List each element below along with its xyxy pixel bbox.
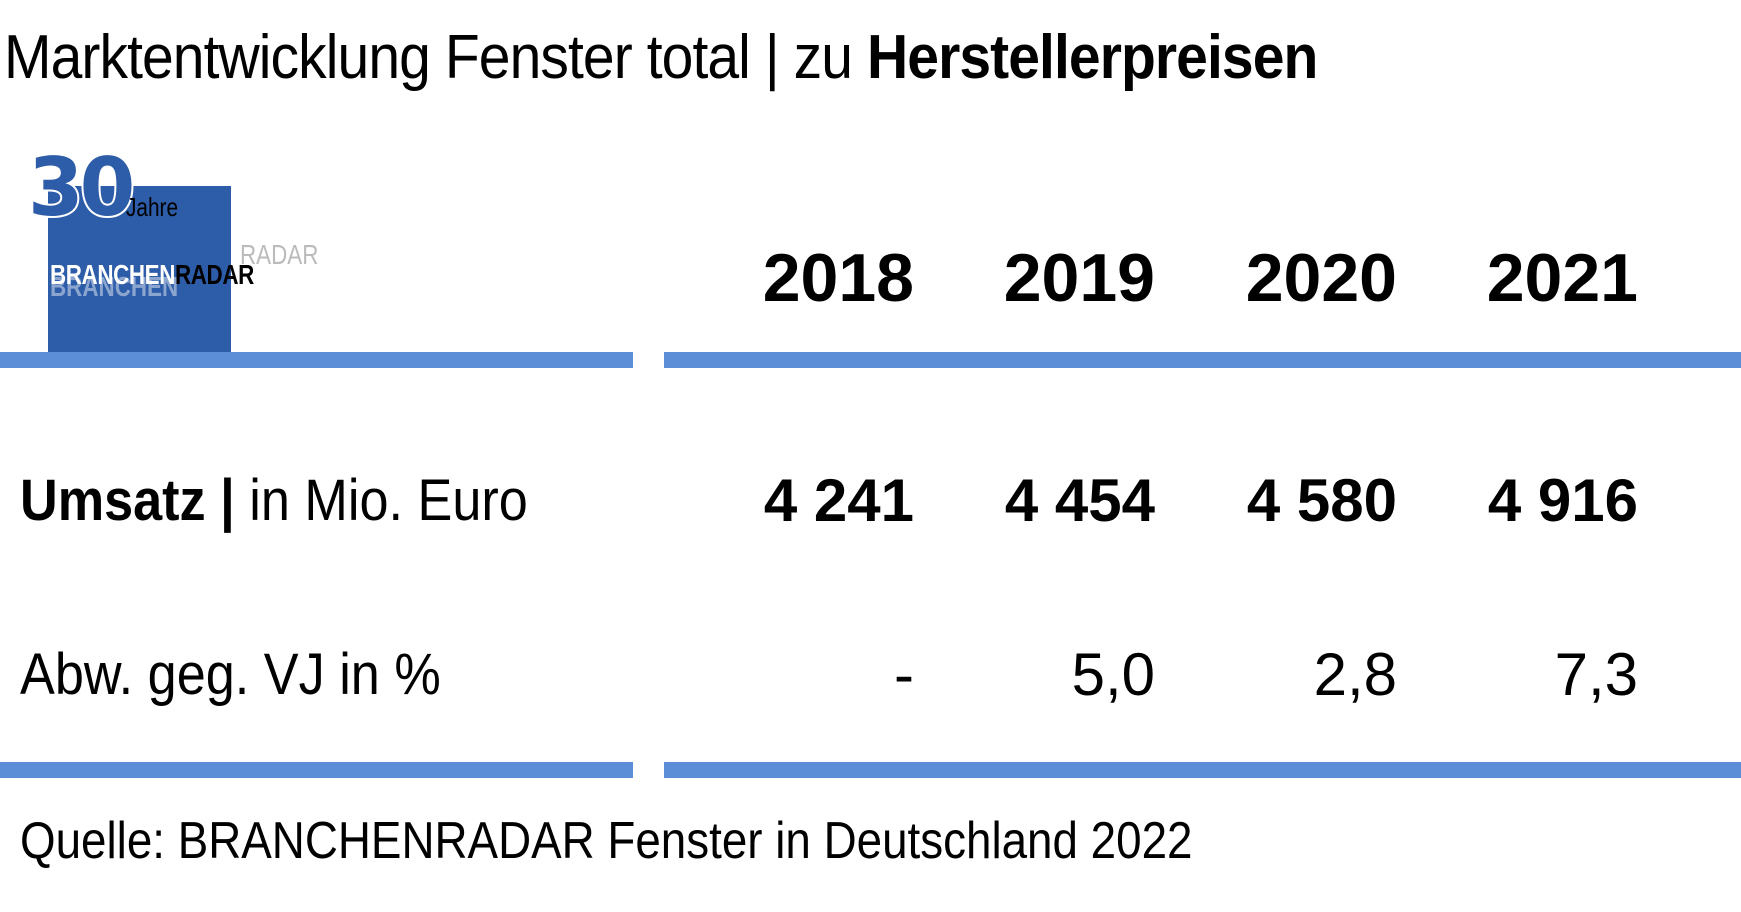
row-label-umsatz-regular: in Mio. Euro xyxy=(234,468,528,533)
value-umsatz-2021: 4 916 xyxy=(1487,467,1638,534)
value-umsatz-2019: 4 454 xyxy=(1004,467,1155,534)
value-abweichung-2021: 7,3 xyxy=(1554,641,1638,708)
bottom-rule-right xyxy=(664,762,1741,778)
top-rule-left xyxy=(0,352,633,368)
chart-title-bold: Herstellerpreisen xyxy=(867,23,1318,92)
logo-anniversary-number: 30 xyxy=(26,141,137,234)
value-umsatz-2018: 4 241 xyxy=(763,467,914,534)
logo-anniversary-word: Jahre xyxy=(126,192,179,222)
logo-radar-shadow: RADAR xyxy=(240,239,319,270)
source-note: Quelle: BRANCHENRADAR Fenster in Deutsch… xyxy=(20,812,1193,870)
row-label-abweichung-text: Abw. geg. VJ in % xyxy=(20,642,441,707)
branchenradar-logo: 30 Jahre BRANCHEN RADAR BRANCHENRADAR xyxy=(26,141,346,368)
row-label-umsatz: Umsatz | in Mio. Euro xyxy=(20,466,528,536)
logo-brand-part2: RADAR xyxy=(174,259,254,290)
logo-brand-shadow: BRANCHEN xyxy=(50,271,179,302)
value-abweichung-2020: 2,8 xyxy=(1313,641,1397,708)
logo-blue-square xyxy=(48,186,231,366)
logo-brand-part1: BRANCHEN xyxy=(50,259,175,290)
value-abweichung-2019: 5,0 xyxy=(1071,641,1155,708)
value-abweichung-2018: - xyxy=(894,641,914,708)
column-header-2021: 2021 xyxy=(1486,240,1638,316)
row-label-abweichung: Abw. geg. VJ in % xyxy=(20,640,441,710)
chart-title-regular: Marktentwicklung Fenster total | zu xyxy=(4,23,868,92)
column-header-2020: 2020 xyxy=(1245,240,1397,316)
column-header-2019: 2019 xyxy=(1003,240,1155,316)
value-umsatz-2020: 4 580 xyxy=(1246,467,1397,534)
row-label-umsatz-bold: Umsatz | xyxy=(20,468,235,533)
column-header-2018: 2018 xyxy=(762,240,914,316)
bottom-rule-left xyxy=(0,762,633,778)
logo-brand: BRANCHENRADAR xyxy=(50,260,254,290)
chart-title: Marktentwicklung Fenster total | zu Hers… xyxy=(4,18,1318,98)
top-rule-right xyxy=(664,352,1741,368)
